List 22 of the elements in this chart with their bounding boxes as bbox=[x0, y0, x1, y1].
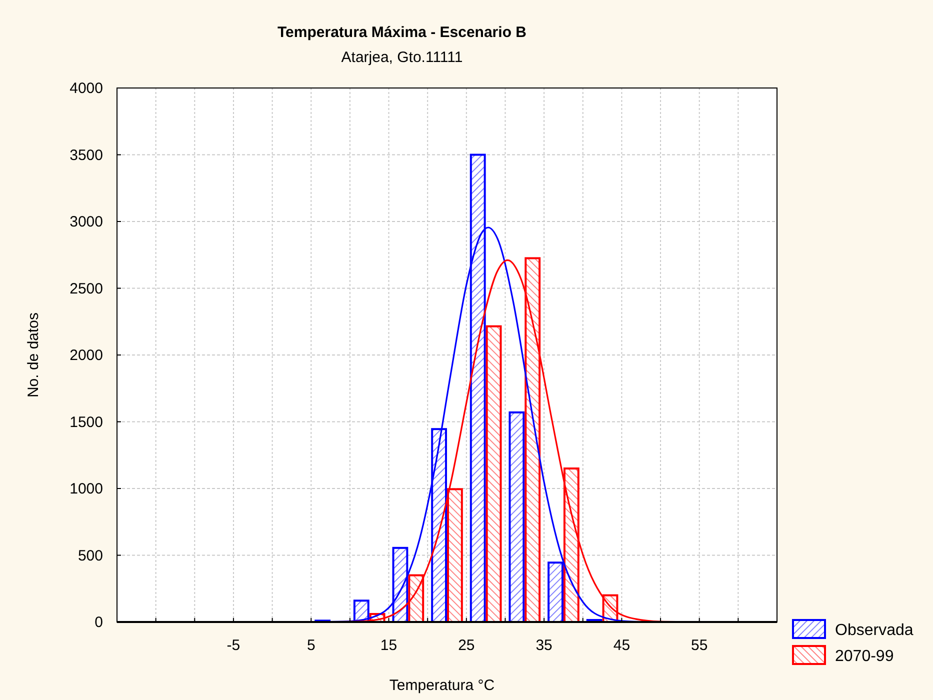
y-tick-label: 3000 bbox=[70, 214, 103, 230]
x-tick-label: 45 bbox=[613, 637, 630, 654]
x-axis-title: Temperatura °C bbox=[389, 677, 495, 694]
x-tick-label: 25 bbox=[458, 637, 475, 654]
x-tick-label: 55 bbox=[691, 637, 708, 654]
y-tick-label: 2000 bbox=[70, 347, 103, 364]
y-tick-label: 0 bbox=[94, 614, 103, 631]
x-tick-label: 15 bbox=[380, 637, 398, 654]
y-tick-label: 4000 bbox=[70, 80, 103, 97]
x-tick-label: -5 bbox=[226, 637, 240, 654]
chart-title: Temperatura Máxima - Escenario B bbox=[278, 24, 527, 41]
y-axis-title: No. de datos bbox=[25, 312, 42, 398]
x-tick-label: 5 bbox=[306, 637, 316, 654]
y-tick-label: 3500 bbox=[70, 146, 103, 164]
x-tick-label: 35 bbox=[536, 637, 552, 654]
y-tick-label: 500 bbox=[78, 547, 103, 564]
legend-label: 2070-99 bbox=[835, 648, 894, 665]
y-tick-label: 1000 bbox=[70, 480, 103, 498]
legend-label: Observada bbox=[835, 622, 914, 639]
chart-subtitle: Atarjea, Gto.11111 bbox=[341, 49, 463, 66]
y-tick-label: 1500 bbox=[70, 414, 103, 431]
y-tick-label: 2500 bbox=[70, 280, 103, 298]
